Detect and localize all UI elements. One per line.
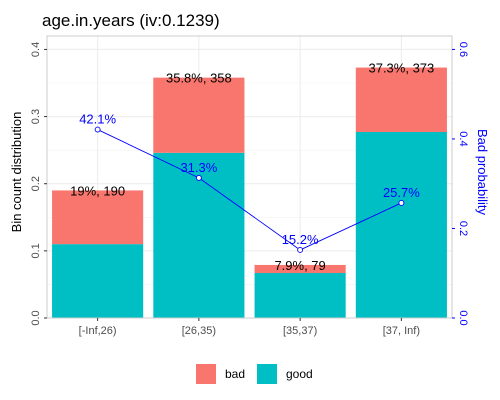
- bar-bad: [355, 67, 447, 133]
- y-axis-title: Bin count distribution: [9, 112, 24, 233]
- bar-label: 7.9%, 79: [274, 258, 325, 273]
- y-tick-label: 0.0: [30, 310, 42, 325]
- plot-area: 19%, 190 35.8%, 358 7.9%, 79 37.3%, 373 42.1…: [30, 35, 469, 337]
- bad-probability-label: 25.7%: [383, 185, 420, 200]
- x-tick-label: [26,35): [182, 325, 216, 337]
- x-tick-label: [35,37): [283, 325, 317, 337]
- chart-title: age.in.years (iv:0.1239): [42, 11, 220, 30]
- legend-swatch-good: [257, 364, 277, 384]
- y-right-tick-label: 0.2: [457, 221, 469, 236]
- bad-probability-point: [297, 247, 304, 253]
- y-right-tick-label: 0.4: [457, 131, 469, 146]
- bad-probability-point: [398, 200, 405, 206]
- bar-good: [355, 132, 447, 318]
- bar-good: [52, 244, 144, 318]
- bar-bad: [254, 264, 346, 274]
- bad-probability-label: 42.1%: [79, 112, 116, 127]
- bar-label: 19%, 190: [70, 183, 125, 198]
- bar-bad: [153, 77, 245, 153]
- y-right-tick-label: 0.6: [457, 42, 469, 57]
- x-tick-label: [37, Inf): [383, 325, 420, 337]
- x-tick-label: [-Inf,26): [79, 325, 117, 337]
- y-right-tick-label: 0.0: [457, 310, 469, 325]
- y-tick-label: 0.3: [30, 109, 42, 124]
- bar-good: [254, 273, 346, 318]
- bad-probability-line: [97, 129, 402, 251]
- y-tick-label: 0.2: [30, 176, 42, 191]
- bad-probability-label: 31.3%: [180, 160, 217, 175]
- bad-probability-label: 15.2%: [282, 232, 319, 247]
- legend-label-good: good: [286, 367, 313, 381]
- legend: bad good: [196, 364, 313, 384]
- panel-border: [46, 35, 453, 319]
- y-axis-right-title: Bad probability: [475, 129, 490, 215]
- y-tick-label: 0.1: [30, 243, 42, 258]
- bad-probability-point: [94, 126, 101, 133]
- legend-label-bad: bad: [225, 367, 245, 381]
- bad-probability-point: [195, 174, 202, 181]
- bar-label: 37.3%, 373: [368, 61, 434, 76]
- bar-bad: [52, 190, 144, 245]
- bar-label: 35.8%, 358: [166, 71, 232, 86]
- y-tick-label: 0.4: [30, 42, 42, 57]
- legend-swatch-bad: [196, 364, 216, 384]
